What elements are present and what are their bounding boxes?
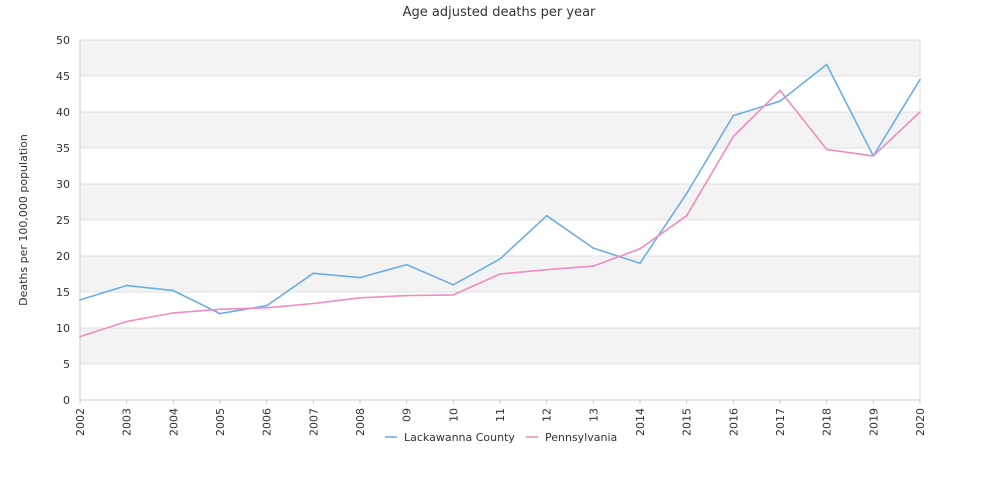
x-tick-label: 11 xyxy=(494,408,507,422)
x-tick-label: 2015 xyxy=(681,408,694,436)
x-tick-label: 2020 xyxy=(914,408,927,436)
x-tick-label: 2018 xyxy=(821,408,834,436)
y-tick-label: 30 xyxy=(56,178,70,191)
y-tick-label: 0 xyxy=(63,394,70,407)
y-tick-label: 25 xyxy=(56,214,70,227)
grid-band xyxy=(80,328,920,364)
x-tick-label: 2004 xyxy=(167,408,180,436)
data-point xyxy=(732,114,735,117)
data-point xyxy=(125,284,128,287)
y-tick-label: 5 xyxy=(63,358,70,371)
x-tick-label: 2007 xyxy=(307,408,320,436)
data-point xyxy=(79,299,81,301)
data-point xyxy=(592,265,595,267)
x-tick-label: 2014 xyxy=(634,408,647,436)
background-bands xyxy=(80,40,920,400)
y-tick-label: 10 xyxy=(56,322,70,335)
y-tick-label: 35 xyxy=(56,142,70,155)
grid-band xyxy=(80,112,920,148)
data-point xyxy=(545,268,548,271)
x-tick-label: 2019 xyxy=(867,408,880,436)
data-point xyxy=(405,294,408,297)
data-point xyxy=(265,304,268,307)
grid-band xyxy=(80,220,920,256)
x-tick-label: 12 xyxy=(541,408,554,422)
data-point xyxy=(685,214,688,217)
data-point xyxy=(499,273,501,275)
data-point xyxy=(872,155,875,157)
x-tick-label: 09 xyxy=(401,408,414,422)
data-point xyxy=(545,214,548,217)
data-point xyxy=(825,63,828,66)
chart-title: Age adjusted deaths per year xyxy=(403,5,596,20)
data-point xyxy=(219,312,221,315)
data-point xyxy=(639,262,641,265)
y-tick-label: 50 xyxy=(56,34,70,47)
data-point xyxy=(79,335,81,338)
y-axis-ticks: 0 5 10 15 20 25 30 35 40 45 50 xyxy=(56,34,70,407)
y-axis-label: Deaths per 100,000 population xyxy=(17,134,30,306)
grid-band xyxy=(80,148,920,184)
y-tick-label: 45 xyxy=(56,70,70,83)
grid-band xyxy=(80,76,920,112)
data-point xyxy=(499,257,501,260)
data-point xyxy=(172,311,175,314)
legend-label: Pennsylvania xyxy=(545,431,617,444)
x-tick-label: 2003 xyxy=(121,408,134,436)
grid-band xyxy=(80,364,920,400)
x-tick-label: 2008 xyxy=(354,408,367,436)
y-tick-label: 15 xyxy=(56,286,70,299)
x-tick-label: 2006 xyxy=(261,408,274,436)
x-tick-label: 2005 xyxy=(214,408,227,436)
series-lines xyxy=(79,63,921,338)
data-point xyxy=(125,320,128,323)
data-point xyxy=(779,89,781,92)
data-point xyxy=(359,276,361,279)
grid-band xyxy=(80,184,920,220)
data-point xyxy=(452,293,455,296)
data-point xyxy=(219,308,221,311)
data-point xyxy=(405,263,408,266)
data-point xyxy=(779,100,781,103)
legend-label: Lackawanna County xyxy=(404,431,515,444)
data-point xyxy=(592,247,595,249)
data-point xyxy=(312,272,315,275)
data-point xyxy=(685,192,688,195)
data-point xyxy=(732,135,735,138)
x-tick-label: 2002 xyxy=(74,408,87,436)
data-point xyxy=(919,111,921,113)
data-point xyxy=(919,78,921,81)
data-point xyxy=(639,247,641,250)
x-tick-label: 2017 xyxy=(774,408,787,436)
x-tick-label: 10 xyxy=(447,408,460,422)
x-axis-ticks: 2002 2003 2004 2005 2006 2007 2008 09 10 11 12 13 20… xyxy=(74,400,927,436)
y-tick-label: 40 xyxy=(56,106,70,119)
x-tick-label: 13 xyxy=(587,408,600,422)
data-point xyxy=(359,296,361,299)
data-point xyxy=(825,148,828,151)
y-tick-label: 20 xyxy=(56,250,70,263)
grid-band xyxy=(80,40,920,76)
data-point xyxy=(172,289,175,292)
legend: Lackawanna County Pennsylvania xyxy=(385,431,617,444)
x-tick-label: 2016 xyxy=(727,408,740,436)
data-point xyxy=(452,283,455,286)
data-point xyxy=(265,306,268,309)
data-point xyxy=(312,302,315,305)
